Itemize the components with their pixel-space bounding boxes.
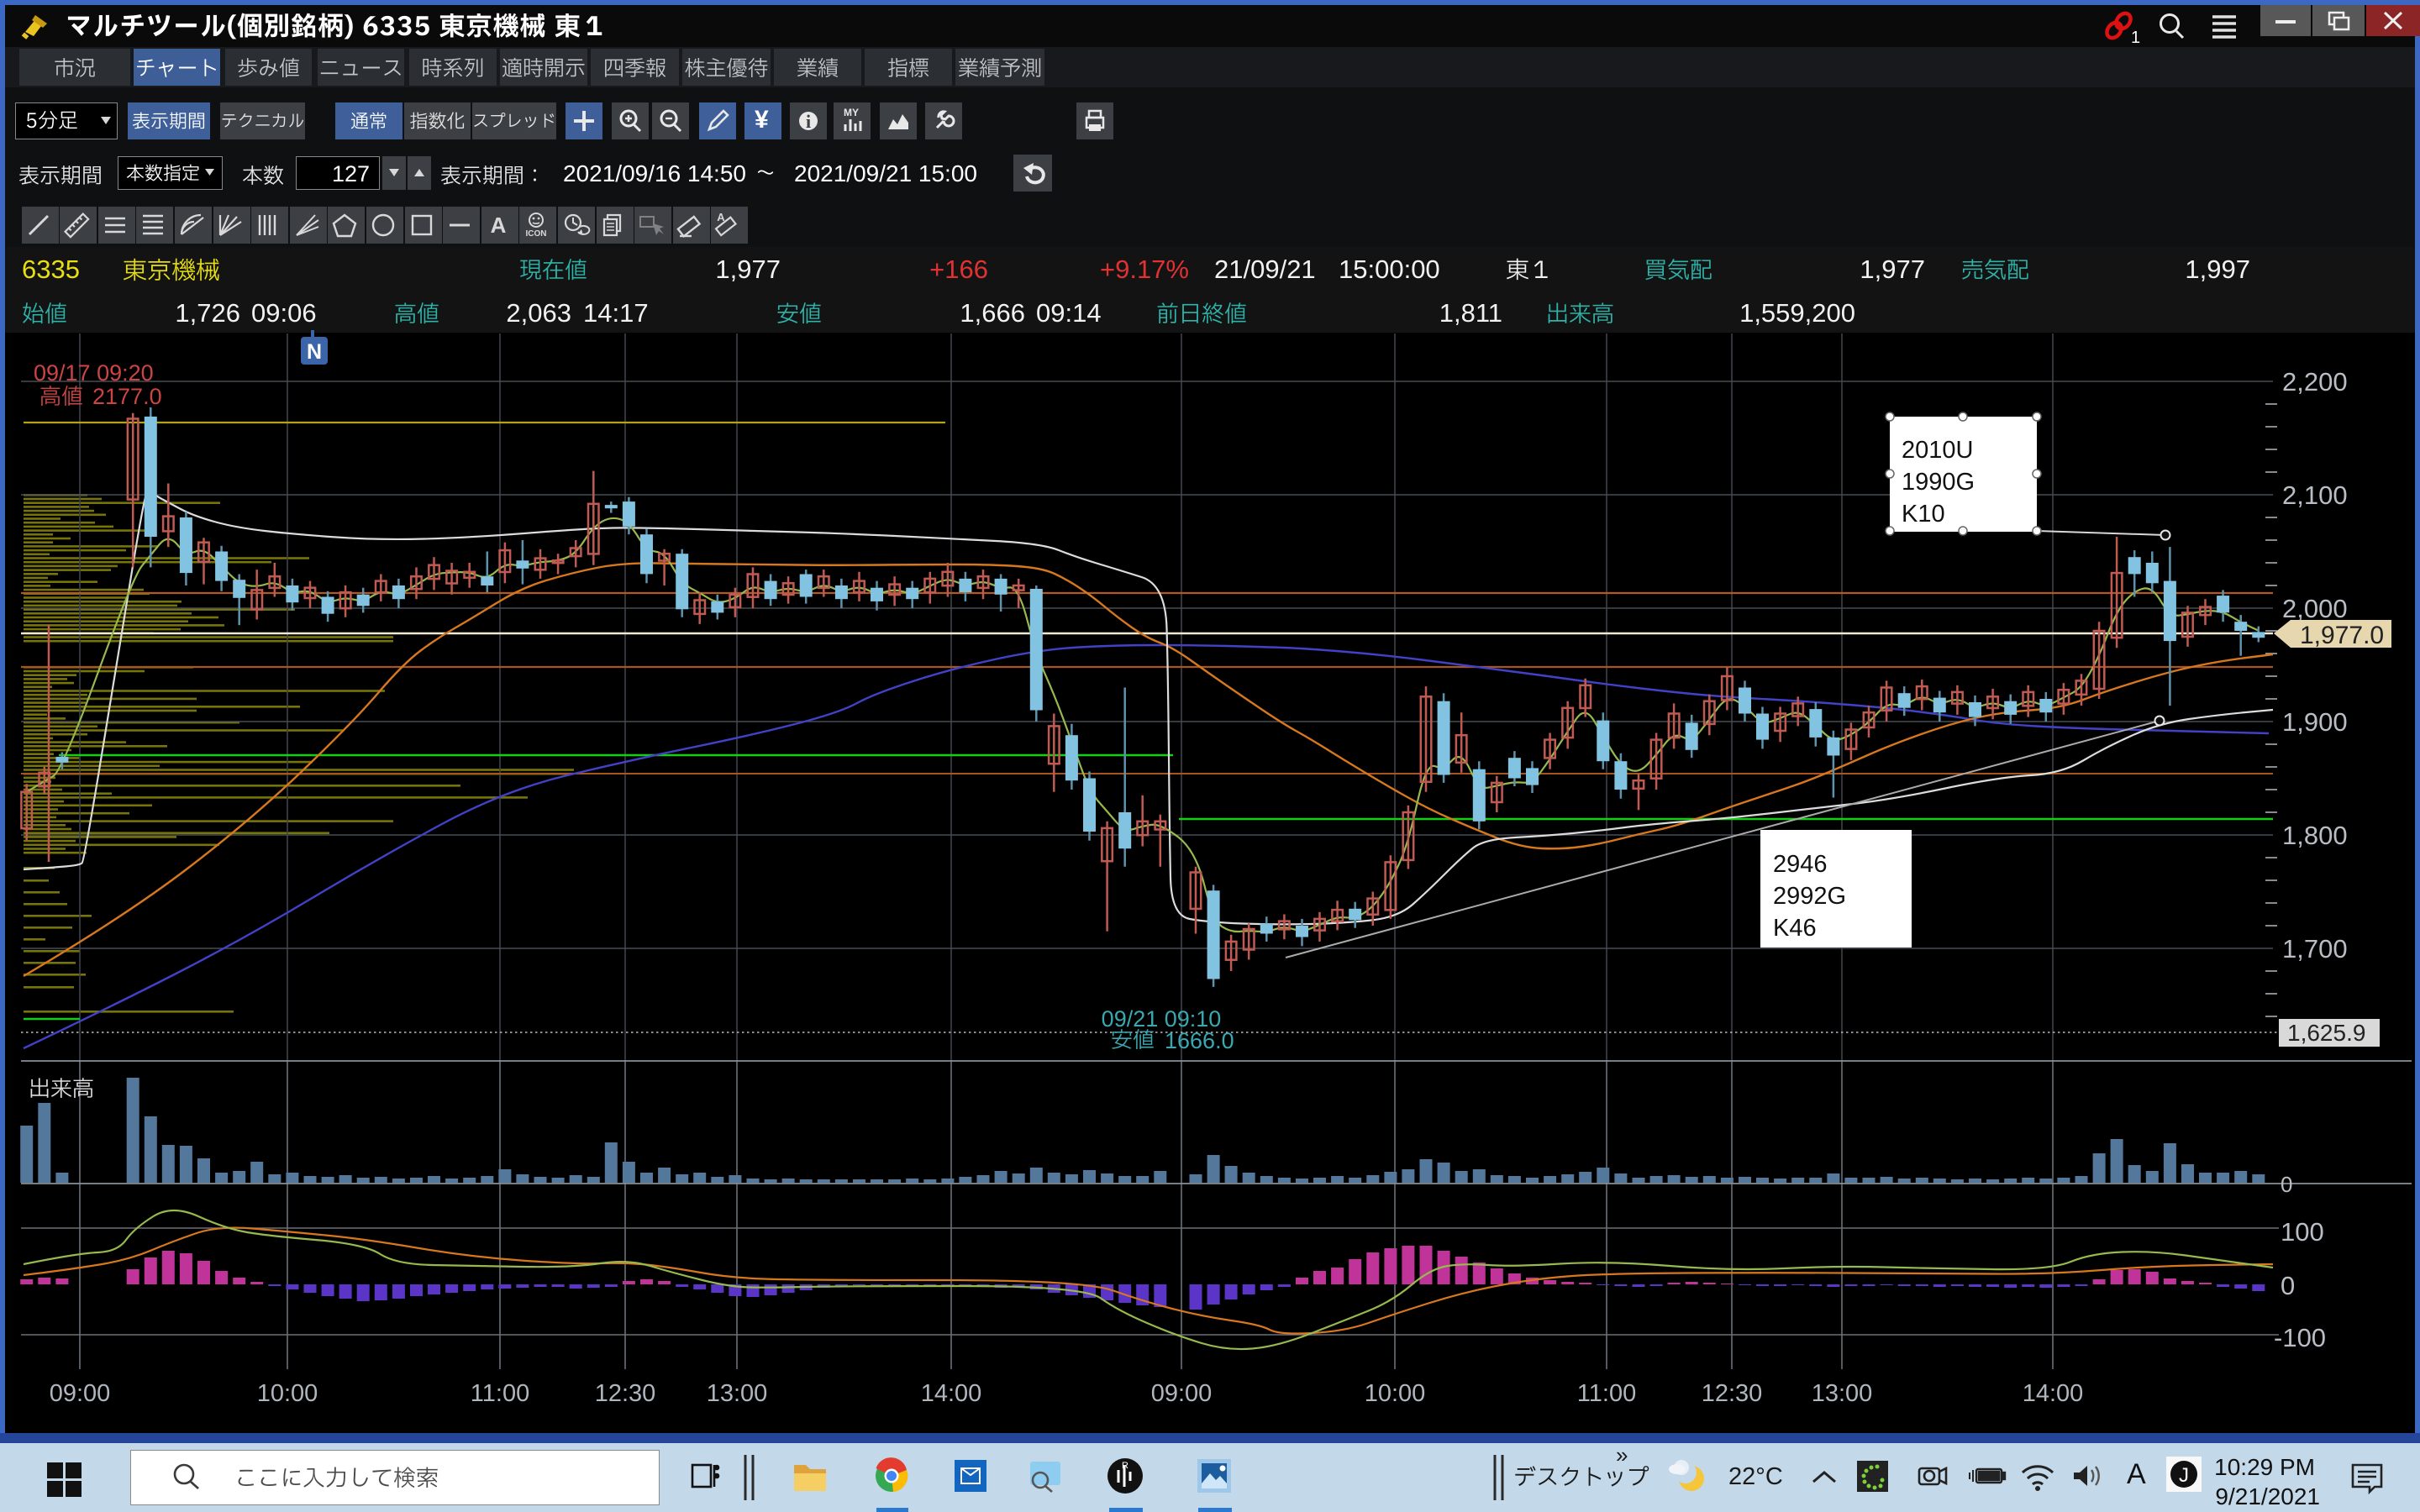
svg-text:11:00: 11:00 — [1577, 1380, 1636, 1407]
svg-text:100: 100 — [2281, 1217, 2324, 1247]
svg-text:1,977.0: 1,977.0 — [2300, 622, 2384, 649]
svg-text:2,100: 2,100 — [2282, 480, 2348, 510]
svg-text:1,800: 1,800 — [2282, 821, 2348, 850]
svg-text:0: 0 — [2281, 1172, 2292, 1197]
svg-text:1666.0: 1666.0 — [1165, 1028, 1234, 1053]
svg-text:2946: 2946 — [1773, 851, 1828, 878]
svg-text:K46: K46 — [1773, 915, 1817, 942]
svg-text:2,200: 2,200 — [2282, 367, 2348, 396]
svg-text:13:00: 13:00 — [1812, 1380, 1873, 1407]
svg-text:2992G: 2992G — [1773, 883, 1846, 910]
svg-text:11:00: 11:00 — [471, 1380, 529, 1407]
svg-text:1,700: 1,700 — [2282, 934, 2348, 963]
svg-text:14:00: 14:00 — [921, 1380, 982, 1407]
svg-text:2,000: 2,000 — [2282, 594, 2348, 623]
svg-text:1990G: 1990G — [1902, 469, 1975, 496]
svg-text:-100: -100 — [2274, 1323, 2326, 1352]
svg-text:0: 0 — [2281, 1271, 2295, 1300]
svg-text:N: N — [307, 340, 322, 364]
svg-text:09/21 09:10: 09/21 09:10 — [1102, 1006, 1222, 1032]
svg-text:10:00: 10:00 — [1365, 1380, 1426, 1407]
svg-text:K10: K10 — [1902, 501, 1945, 528]
svg-text:13:00: 13:00 — [707, 1380, 768, 1407]
svg-text:09:00: 09:00 — [1151, 1380, 1213, 1407]
svg-text:09:00: 09:00 — [50, 1380, 111, 1407]
svg-text:14:00: 14:00 — [2023, 1380, 2084, 1407]
svg-text:1,900: 1,900 — [2282, 707, 2348, 737]
svg-text:10:00: 10:00 — [257, 1380, 318, 1407]
svg-text:2010U: 2010U — [1902, 437, 1973, 464]
svg-text:12:30: 12:30 — [1702, 1380, 1763, 1407]
svg-text:1,625.9: 1,625.9 — [2287, 1020, 2365, 1046]
svg-text:2177.0: 2177.0 — [92, 384, 162, 409]
svg-text:12:30: 12:30 — [595, 1380, 656, 1407]
svg-text:09/17 09:20: 09/17 09:20 — [34, 360, 154, 386]
